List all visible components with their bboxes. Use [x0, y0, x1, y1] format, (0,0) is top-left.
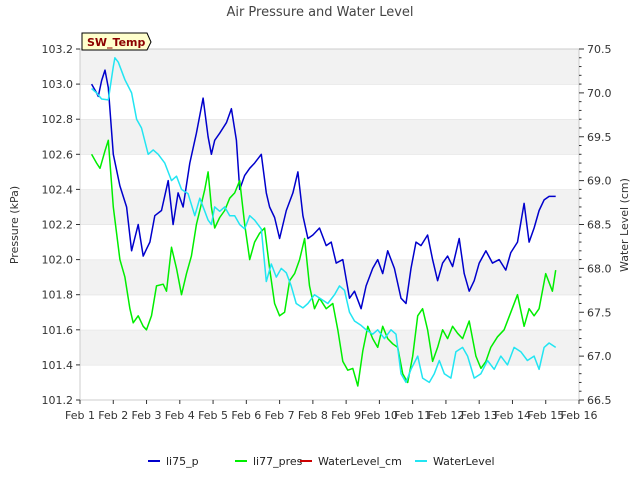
y-tick-left-label: 102.4 — [42, 183, 74, 196]
grid-band — [80, 224, 579, 260]
y-tick-left-label: 101.8 — [42, 289, 74, 302]
x-tick-label: Feb 12 — [427, 409, 464, 422]
x-tick-label: Feb 5 — [198, 409, 228, 422]
grid-band — [80, 189, 579, 225]
y-tick-right-label: 68.5 — [587, 219, 612, 232]
y-tick-right-label: 70.0 — [587, 87, 612, 100]
x-tick-label: Feb 4 — [165, 409, 195, 422]
x-tick-label: Feb 13 — [461, 409, 498, 422]
y-tick-right-label: 69.0 — [587, 175, 612, 188]
y-tick-left-label: 103.0 — [42, 78, 74, 91]
y-tick-left-label: 103.2 — [42, 43, 74, 56]
x-tick-label: Feb 8 — [298, 409, 328, 422]
grid-band — [80, 329, 579, 365]
x-tick-label: Feb 9 — [331, 409, 361, 422]
x-tick-label: Feb 15 — [527, 409, 564, 422]
y-tick-right-label: 70.5 — [587, 43, 612, 56]
series-line-li77_pres — [90, 139, 557, 387]
y-tick-left-label: 102.8 — [42, 113, 74, 126]
y-tick-left-label: 102.0 — [42, 254, 74, 267]
grid-band — [80, 259, 579, 295]
series-line-li75_p — [90, 69, 556, 310]
y-tick-right-label: 68.0 — [587, 262, 612, 275]
y-tick-right-label: 69.5 — [587, 131, 612, 144]
y-tick-left-label: 101.6 — [42, 324, 74, 337]
y-tick-left-label: 102.2 — [42, 219, 74, 232]
legend-label: li75_p — [166, 455, 199, 468]
legend: li75_p li77_pres WaterLevel_cm WaterLevel — [148, 455, 495, 468]
badge-label: SW_Temp — [87, 36, 146, 49]
y-tick-right-label: 67.0 — [587, 350, 612, 363]
x-tick-label: Feb 1 — [65, 409, 95, 422]
axes: Feb 1 Feb 2 Feb 3 Feb 4 Feb 5 Feb 6 Feb 7 Feb 8… — [42, 43, 612, 422]
x-tick-label: Feb 7 — [265, 409, 295, 422]
grid-band — [80, 364, 579, 400]
y-tick-left-label: 101.2 — [42, 394, 74, 407]
grid-bands — [80, 48, 579, 400]
x-tick-label: Feb 2 — [98, 409, 128, 422]
chart-title: Air Pressure and Water Level — [226, 5, 413, 20]
legend-label: WaterLevel_cm — [318, 455, 402, 468]
x-tick-label: Feb 3 — [132, 409, 162, 422]
y-tick-left-label: 102.6 — [42, 148, 74, 161]
x-tick-label: Feb 16 — [561, 409, 598, 422]
y-axis-left-label: Pressure (kPa) — [8, 186, 21, 264]
y-tick-left-label: 101.4 — [42, 359, 74, 372]
y-tick-right-label: 67.5 — [587, 306, 612, 319]
badge: SW_Temp — [81, 32, 152, 51]
legend-label: li77_pres — [253, 455, 303, 468]
grid-band — [80, 119, 579, 155]
x-tick-label: Feb 14 — [494, 409, 531, 422]
grid-band — [80, 84, 579, 120]
legend-label: WaterLevel — [433, 455, 495, 468]
grid-band — [80, 49, 579, 85]
x-tick-label: Feb 11 — [394, 409, 431, 422]
badge-box — [81, 32, 152, 51]
x-tick-label: Feb 10 — [361, 409, 398, 422]
x-tick-label: Feb 6 — [231, 409, 261, 422]
y-axis-right-label: Water Level (cm) — [618, 178, 631, 272]
y-tick-right-label: 66.5 — [587, 394, 612, 407]
series-line-WaterLevel — [91, 57, 557, 384]
grid-band — [80, 154, 579, 190]
series-layer — [90, 57, 557, 387]
